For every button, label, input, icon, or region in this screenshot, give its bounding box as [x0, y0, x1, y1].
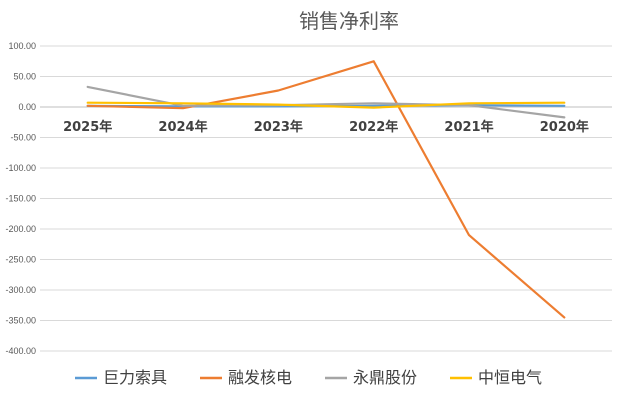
x-tick-label: 2022年	[349, 119, 398, 135]
x-tick-label: 2024年	[158, 119, 207, 135]
legend: 巨力索具 融发核电 永鼎股份 中恒电气	[75, 368, 542, 387]
grid-lines	[40, 45, 612, 352]
y-tick-label: -200.00	[5, 224, 36, 234]
y-tick-label: 0.00	[18, 102, 36, 112]
x-tick-label: 2021年	[444, 119, 493, 135]
y-tick-label: -100.00	[5, 163, 36, 173]
series-lines	[86, 60, 566, 319]
y-tick-label: -150.00	[5, 194, 36, 204]
y-tick-label: -350.00	[5, 316, 36, 326]
y-tick-label: -300.00	[5, 285, 36, 295]
y-tick-label: -50.00	[10, 133, 36, 143]
y-tick-label: -250.00	[5, 255, 36, 265]
series-line-1	[86, 60, 566, 319]
y-axis-ticks: 100.00 50.00 0.00 -50.00 -100.00 -150.00 -200.…	[5, 41, 36, 356]
x-tick-label: 2020年	[540, 119, 589, 135]
y-tick-label: -400.00	[5, 346, 36, 356]
legend-label-0: 巨力索具	[103, 368, 167, 387]
x-tick-label: 2025年	[63, 119, 112, 135]
x-axis-ticks: 2025年 2024年 2023年 2022年 2021年 2020年	[63, 119, 589, 135]
x-tick-label: 2023年	[254, 119, 303, 135]
y-tick-label: 50.00	[13, 72, 36, 82]
legend-label-1: 融发核电	[228, 368, 292, 387]
y-tick-label: 100.00	[8, 41, 36, 51]
legend-label-2: 永鼎股份	[353, 368, 417, 387]
chart-title: 销售净利率	[299, 9, 399, 33]
legend-label-3: 中恒电气	[478, 368, 542, 387]
series-line-3	[86, 101, 566, 109]
